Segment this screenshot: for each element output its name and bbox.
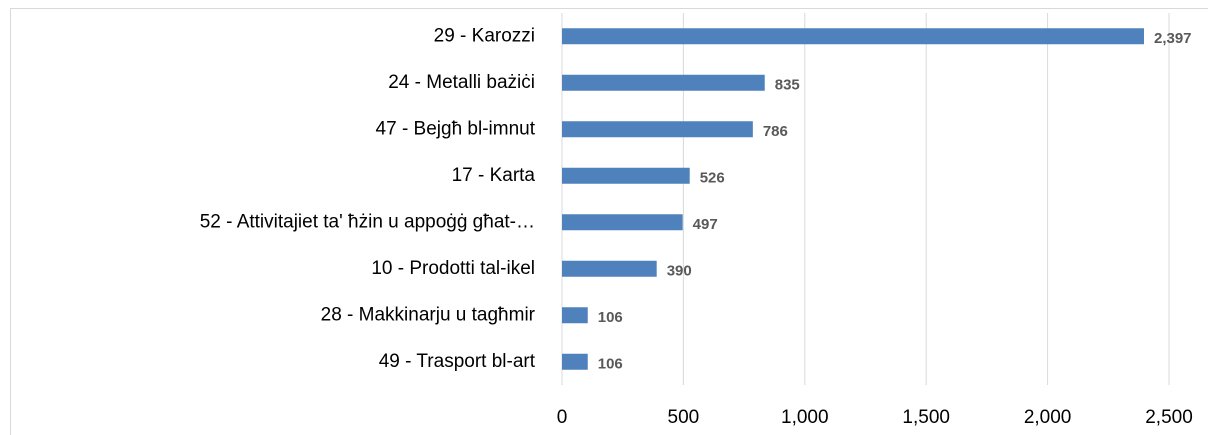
value-label: 526 [700,170,725,187]
category-label: 10 - Prodotti tal-ikel [371,258,535,279]
bar [562,74,765,91]
x-tick-label: 0 [557,407,568,428]
x-tick-label: 2,000 [1024,407,1072,428]
bar [562,214,683,231]
value-label: 835 [775,77,800,94]
bar [562,353,588,370]
value-label: 497 [693,216,718,233]
x-tick-label: 1,500 [902,407,950,428]
x-tick-label: 1,000 [781,407,829,428]
bar [562,28,1144,45]
category-label: 29 - Karozzi [434,25,535,46]
chart-border [10,8,1208,435]
bar [562,121,753,138]
value-label: 390 [667,263,692,280]
bar [562,260,657,277]
category-label: 52 - Attivitajiet ta' ħżin u appoġġ għat… [200,211,535,232]
x-tick-label: 2,500 [1145,407,1193,428]
value-label: 786 [763,123,788,140]
category-label: 17 - Karta [452,165,536,186]
bar [562,307,588,324]
value-label: 106 [598,309,623,326]
value-label: 2,397 [1154,30,1192,47]
category-label: 49 - Trasport bl-art [379,351,536,372]
category-label: 28 - Makkinarju u tagħmir [321,304,536,325]
category-label: 24 - Metalli bażiċi [388,72,535,93]
value-label: 106 [598,356,623,373]
category-label: 47 - Bejgħ bl-imnut [376,118,536,139]
bar [562,167,690,184]
x-tick-label: 500 [668,407,700,428]
